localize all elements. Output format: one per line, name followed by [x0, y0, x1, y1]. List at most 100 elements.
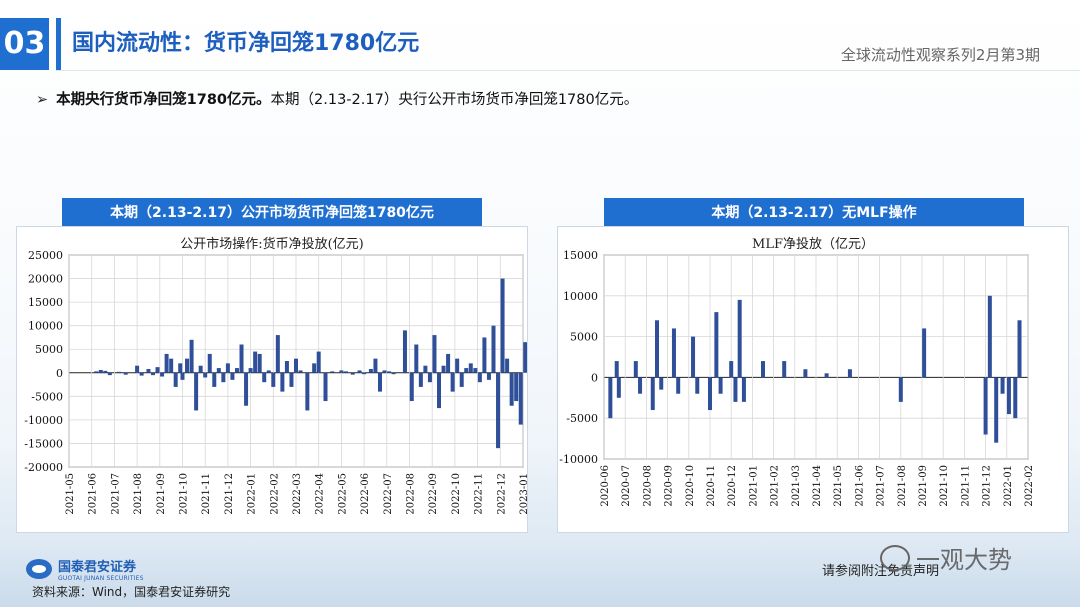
bar: [1017, 320, 1022, 378]
bar: [298, 370, 303, 373]
x-tick-label: 2020-06: [600, 465, 611, 507]
bar: [455, 358, 460, 373]
bar: [922, 328, 927, 378]
bar: [257, 353, 262, 373]
bar: [116, 371, 121, 373]
bar: [150, 372, 155, 376]
bar: [185, 358, 190, 373]
bar: [289, 372, 294, 387]
y-tick-label: -10000: [559, 453, 598, 466]
bar: [253, 351, 258, 373]
x-tick-label: 2021-09: [918, 465, 929, 507]
logo-mark-icon: [26, 559, 52, 579]
x-tick-label: 2021-12: [224, 473, 235, 515]
bar: [718, 377, 723, 394]
x-tick-label: 2021-09: [156, 473, 167, 515]
bar: [638, 377, 643, 394]
bar: [427, 372, 432, 383]
x-tick-label: 2022-07: [383, 473, 394, 515]
x-tick-label: 2020-07: [621, 465, 632, 507]
x-tick-label: 2020-12: [727, 465, 738, 507]
bar: [691, 336, 696, 378]
x-tick-label: 2020-10: [685, 465, 696, 507]
bar: [729, 361, 734, 378]
bar: [139, 372, 144, 376]
bar: [312, 363, 317, 373]
x-tick-label: 2020-09: [664, 465, 675, 507]
bar: [402, 330, 407, 373]
bar: [482, 337, 487, 373]
bar: [518, 372, 523, 425]
bar: [350, 372, 355, 375]
series-label: 全球流动性观察系列2月第3期: [840, 46, 1040, 64]
x-tick-label: 2021-02: [770, 465, 781, 507]
bar: [305, 372, 310, 411]
bar: [608, 377, 613, 419]
x-tick-label: 2022-06: [360, 473, 371, 515]
company-logo: 国泰君安证券 GUOTAI JUNAN SECURITIES: [26, 556, 144, 582]
bar: [803, 369, 808, 378]
bar: [377, 372, 382, 392]
bar: [330, 371, 335, 373]
x-tick-label: 2023-01: [519, 473, 527, 515]
bar: [316, 351, 321, 373]
bar: [441, 365, 446, 373]
left-chart-svg: 25000 20000 15000 10000 5000 0 -5000 -10000 -150…: [24, 249, 527, 515]
bar: [676, 377, 681, 394]
section-number: 03: [0, 18, 49, 70]
bar: [248, 368, 253, 373]
x-tick-label: 2021-08: [133, 473, 144, 515]
bar: [450, 372, 455, 392]
left-chart-panel: 公开市场操作:货币净投放(亿元) 25000 20000 15000 10000 500…: [16, 226, 528, 533]
bar: [368, 369, 373, 373]
bar: [94, 371, 99, 373]
bar: [505, 358, 510, 373]
bar: [339, 370, 344, 373]
y-tick-label: 0: [56, 367, 63, 380]
x-tick-label: 2022-08: [406, 473, 417, 515]
bar: [614, 361, 619, 378]
bullet-arrow-icon: ➢: [36, 92, 49, 108]
y-tick-label: 15000: [563, 249, 598, 262]
logo-name-en: GUOTAI JUNAN SECURITIES: [58, 575, 144, 582]
bar: [898, 377, 903, 402]
bar: [523, 342, 527, 373]
bar: [123, 372, 128, 375]
y-tick-label: 10000: [563, 290, 598, 303]
x-tick-label: 2022-11: [474, 473, 485, 515]
summary-text: 本期（2.13-2.17）央行公开市场货币净回笼1780亿元。: [270, 92, 639, 108]
bar: [382, 370, 387, 373]
bar: [373, 358, 378, 373]
bar: [464, 368, 469, 373]
right-panel-heading: 本期（2.13-2.17）无MLF操作: [604, 198, 1024, 228]
bar: [1006, 377, 1011, 415]
x-tick-label: 2021-07: [876, 465, 887, 507]
x-tick-label: 2021-11: [960, 465, 971, 507]
y-tick-label: -20000: [24, 461, 63, 474]
bar: [164, 353, 169, 373]
bar: [671, 328, 676, 378]
bar: [98, 369, 103, 373]
x-tick-label: 2021-10: [939, 465, 950, 507]
bar: [391, 372, 396, 375]
disclaimer: 请参阅附注免责声明: [822, 564, 940, 579]
bar: [782, 361, 787, 378]
x-tick-label: 2022-12: [496, 473, 507, 515]
right-chart-title: MLF净投放（亿元）: [752, 237, 874, 252]
bar: [275, 335, 280, 373]
bar: [362, 372, 367, 375]
bar: [650, 377, 655, 411]
title-accent-bar: [56, 18, 61, 70]
bar: [207, 353, 212, 373]
bar: [486, 372, 491, 380]
x-tick-label: 2022-10: [451, 473, 462, 515]
bar: [323, 372, 328, 402]
header-divider: [56, 70, 1080, 71]
y-tick-label: -5000: [31, 390, 63, 403]
x-tick-label: 2022-05: [337, 473, 348, 515]
y-tick-label: -10000: [24, 414, 63, 427]
bar: [616, 377, 621, 398]
bar: [357, 370, 362, 373]
summary-bullet: ➢ 本期央行货币净回笼1780亿元。本期（2.13-2.17）央行公开市场货币净回…: [36, 88, 638, 109]
x-tick-label: 2022-04: [315, 473, 326, 515]
